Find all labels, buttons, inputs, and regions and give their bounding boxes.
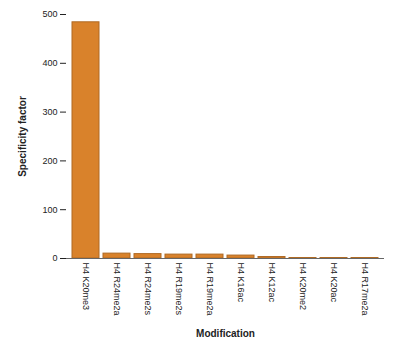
svg-text:H4 R24me2a: H4 R24me2a [112, 263, 122, 316]
svg-text:H4 K12ac: H4 K12ac [267, 263, 277, 303]
svg-text:H4 R24me2s: H4 R24me2s [143, 263, 153, 316]
svg-text:H4 K20me2: H4 K20me2 [298, 263, 308, 311]
svg-text:100: 100 [42, 205, 57, 215]
svg-text:300: 300 [42, 107, 57, 117]
svg-text:H4 K20me3: H4 K20me3 [81, 263, 91, 311]
svg-text:400: 400 [42, 58, 57, 68]
svg-text:H4 R19me2a: H4 R19me2a [205, 263, 215, 316]
svg-text:Modification: Modification [196, 328, 255, 339]
svg-text:H4 K20ac: H4 K20ac [329, 263, 339, 303]
svg-text:0: 0 [52, 253, 57, 263]
svg-text:H4 R19me2s: H4 R19me2s [174, 263, 184, 316]
svg-text:H4 K16ac: H4 K16ac [236, 263, 246, 303]
svg-text:200: 200 [42, 156, 57, 166]
svg-text:500: 500 [42, 9, 57, 19]
svg-text:H4 R17me2a: H4 R17me2a [360, 263, 370, 316]
svg-text:Specificity factor: Specificity factor [17, 96, 28, 177]
